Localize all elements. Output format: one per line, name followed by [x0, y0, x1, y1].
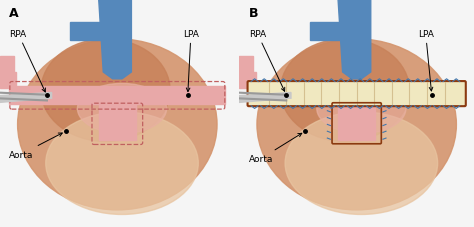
Polygon shape [235, 93, 291, 103]
Text: LPA: LPA [418, 30, 434, 91]
Polygon shape [99, 0, 131, 79]
Text: B: B [249, 7, 258, 20]
Polygon shape [375, 86, 465, 104]
Text: RPA: RPA [9, 30, 46, 93]
Polygon shape [249, 86, 338, 104]
Polygon shape [0, 57, 14, 73]
FancyBboxPatch shape [247, 82, 466, 107]
Text: Aorta: Aorta [249, 134, 302, 163]
Polygon shape [239, 73, 256, 89]
Ellipse shape [281, 40, 410, 142]
Ellipse shape [18, 40, 217, 210]
Ellipse shape [46, 112, 198, 215]
Polygon shape [338, 86, 375, 141]
Ellipse shape [285, 112, 438, 215]
Polygon shape [71, 23, 103, 41]
Text: Aorta: Aorta [9, 133, 62, 159]
Polygon shape [136, 86, 225, 104]
Polygon shape [239, 57, 254, 73]
Polygon shape [0, 73, 17, 89]
Polygon shape [9, 86, 99, 104]
Text: LPA: LPA [183, 30, 199, 92]
Ellipse shape [317, 84, 406, 134]
Ellipse shape [77, 84, 166, 134]
Polygon shape [0, 93, 52, 103]
Polygon shape [99, 86, 136, 141]
Ellipse shape [41, 40, 170, 142]
Text: A: A [9, 7, 19, 20]
Polygon shape [338, 0, 371, 79]
Ellipse shape [257, 40, 456, 210]
Text: RPA: RPA [249, 30, 285, 92]
Polygon shape [310, 23, 343, 41]
